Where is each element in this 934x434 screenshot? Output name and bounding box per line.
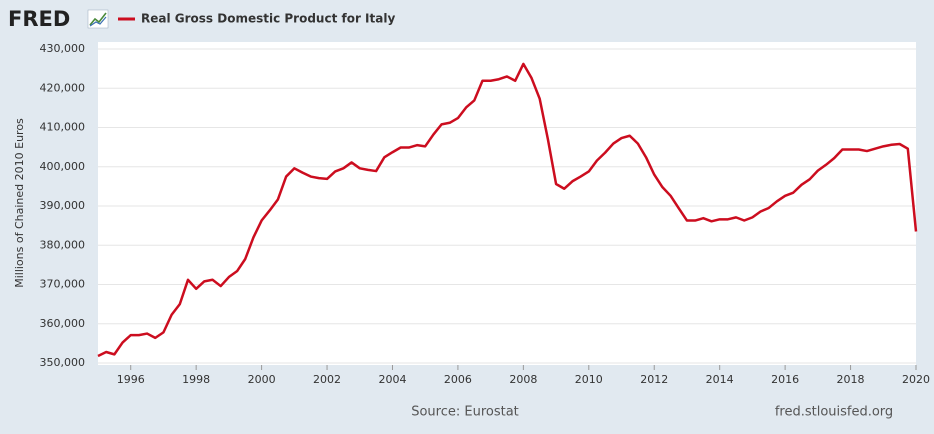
y-tick-label: 380,000 — [40, 238, 86, 251]
y-axis-label: Millions of Chained 2010 Euros — [13, 118, 26, 288]
x-tick-label: 2002 — [313, 373, 341, 386]
x-tick-label: 2006 — [444, 373, 472, 386]
y-tick-label: 420,000 — [40, 81, 86, 94]
x-tick-label: 2016 — [771, 373, 799, 386]
y-tick-label: 350,000 — [40, 356, 86, 369]
y-tick-label: 390,000 — [40, 199, 86, 212]
x-tick-label: 1996 — [117, 373, 145, 386]
y-tick-label: 370,000 — [40, 278, 86, 291]
legend-label: Real Gross Domestic Product for Italy — [141, 12, 395, 26]
y-tick-label: 410,000 — [40, 121, 86, 134]
x-tick-label: 2008 — [509, 373, 537, 386]
x-tick-label: 2020 — [902, 373, 930, 386]
x-tick-label: 2014 — [706, 373, 734, 386]
y-tick-label: 400,000 — [40, 160, 86, 173]
plot-area — [98, 42, 916, 365]
x-tick-label: 2012 — [640, 373, 668, 386]
x-tick-label: 2018 — [837, 373, 865, 386]
x-tick-label: 1998 — [182, 373, 210, 386]
y-tick-label: 360,000 — [40, 317, 86, 330]
site: fred.stlouisfed.org — [775, 405, 893, 420]
y-tick-label: 430,000 — [40, 42, 86, 55]
source: Source: Eurostat — [411, 405, 519, 420]
logo-icon — [87, 9, 109, 29]
x-tick-label: 2004 — [378, 373, 406, 386]
series-line — [97, 62, 918, 358]
x-tick-label: 2000 — [248, 373, 276, 386]
logo: FRED — [8, 7, 70, 31]
x-tick-label: 2010 — [575, 373, 603, 386]
